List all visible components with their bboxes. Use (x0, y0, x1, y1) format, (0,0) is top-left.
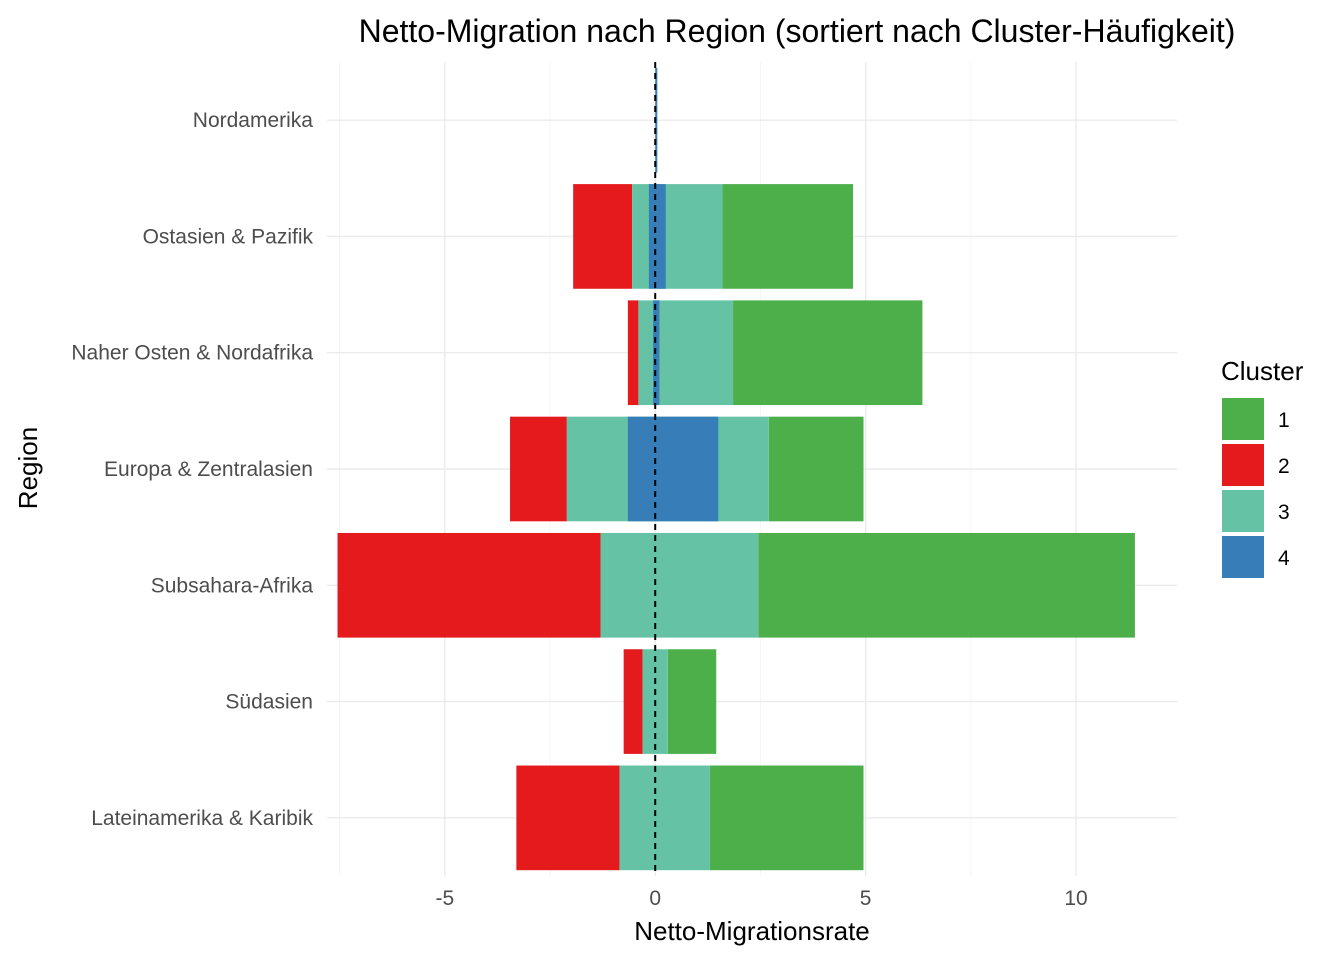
legend-label-cluster-2: 2 (1278, 455, 1290, 478)
x-tick-label: -5 (435, 887, 454, 910)
legend-items: 1 2 3 4 (1222, 398, 1290, 578)
legend-key-cluster-2 (1222, 444, 1264, 486)
bar-segment-cluster-1 (709, 765, 864, 871)
y-tick-label: Südasien (225, 691, 313, 714)
x-tick-label: 5 (860, 887, 872, 910)
bar-layer (337, 67, 1135, 871)
bar-segment-cluster-2 (623, 649, 643, 754)
bar-segment-cluster-1 (722, 184, 853, 289)
bar-segment-cluster-2 (573, 184, 633, 289)
legend-label-cluster-3: 3 (1278, 501, 1290, 524)
bar-segment-cluster-4 (655, 67, 658, 173)
y-tick-labels: Nordamerika Ostasien & Pazifik Naher Osten… (71, 109, 313, 830)
y-tick-label: Subsahara-Afrika (151, 574, 314, 597)
bar-segment-cluster-2 (337, 532, 601, 638)
x-tick-label: 10 (1064, 887, 1087, 910)
bar-segment-cluster-3 (638, 300, 734, 406)
legend-label-cluster-1: 1 (1278, 409, 1290, 432)
bar-segment-cluster-2 (627, 300, 639, 406)
bar-segment-cluster-4 (648, 184, 666, 289)
legend-label-cluster-4: 4 (1278, 547, 1290, 570)
bar-segment-cluster-3 (600, 532, 759, 638)
legend-key-cluster-3 (1222, 490, 1264, 532)
x-tick-labels: -5 0 5 10 (435, 887, 1087, 910)
chart-title: Netto-Migration nach Region (sortiert na… (359, 13, 1236, 49)
y-tick-label: Ostasien & Pazifik (143, 225, 314, 248)
bar-segment-cluster-1 (758, 532, 1135, 638)
bar-segment-cluster-4 (627, 416, 719, 522)
x-tick-label: 0 (649, 887, 661, 910)
bar-segment-cluster-2 (510, 416, 567, 522)
x-axis-title: Netto-Migrationsrate (634, 916, 870, 946)
y-tick-label: Nordamerika (193, 109, 314, 132)
bar-segment-cluster-3 (632, 184, 723, 289)
bar-segment-cluster-2 (516, 765, 620, 871)
bar-segment-cluster-4 (653, 300, 660, 406)
y-tick-label: Naher Osten & Nordafrika (71, 342, 313, 365)
bar-segment-cluster-1 (768, 416, 864, 522)
bar-segment-cluster-3 (619, 765, 710, 871)
y-axis-title: Region (13, 427, 43, 509)
bar-segment-cluster-1 (733, 300, 923, 406)
bar-segment-cluster-1 (667, 649, 717, 754)
y-tick-label: Lateinamerika & Karibik (91, 807, 313, 830)
legend-title: Cluster (1221, 356, 1304, 386)
legend: Cluster 1 2 3 4 (1221, 356, 1304, 578)
legend-key-cluster-4 (1222, 536, 1264, 578)
legend-key-cluster-1 (1222, 398, 1264, 440)
y-tick-label: Europa & Zentralasien (104, 458, 313, 481)
